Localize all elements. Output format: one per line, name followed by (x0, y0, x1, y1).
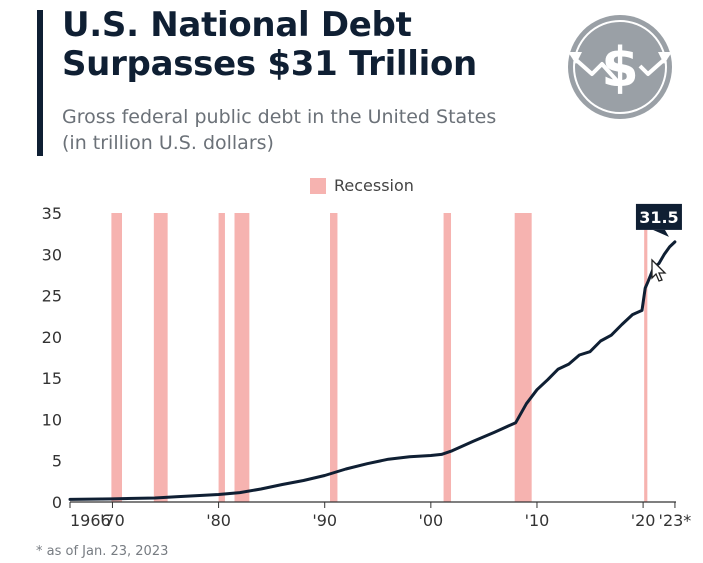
y-tick-label: 10 (42, 410, 62, 429)
latest-value-label: 31.5 (639, 208, 678, 227)
svg-text:$: $ (601, 36, 639, 99)
y-tick-label: 30 (42, 245, 62, 264)
dollar-arrows-icon: $ (568, 15, 672, 119)
latest-value-annotation: 31.5 (635, 203, 682, 237)
recession-band-7 (514, 213, 532, 502)
y-tick-label: 35 (42, 204, 62, 223)
latest-value-box (635, 203, 682, 230)
subtitle-line-2: (in trillion U.S. dollars) (62, 132, 274, 154)
recession-band-1 (111, 213, 123, 502)
x-axis-ticks: 1966'70 '80 '90 '00 '10 '20'23* (69, 502, 692, 530)
y-axis-ticks: 0 5 10 15 20 25 30 35 (42, 204, 62, 512)
legend-recession-swatch (310, 178, 326, 194)
recession-band-2 (153, 213, 168, 502)
x-tick-label: 1966 (70, 511, 111, 530)
recession-band-4 (234, 213, 250, 502)
chart-subtitle: Gross federal public debt in the United … (62, 104, 496, 156)
x-tick-label: '90 (312, 511, 337, 530)
recession-band-3 (218, 213, 225, 502)
mouse-cursor-icon (651, 258, 667, 282)
recession-band-6 (443, 213, 452, 502)
footnote: * as of Jan. 23, 2023 (36, 544, 169, 559)
y-tick-label: 0 (52, 493, 62, 512)
title-accent-bar (37, 10, 43, 156)
page-title: U.S. National Debt Surpasses $31 Trillio… (62, 6, 477, 84)
y-tick-label: 15 (42, 369, 62, 388)
x-tick-label: '10 (525, 511, 550, 530)
x-tick-label: '00 (418, 511, 443, 530)
title-line-2: Surpasses $31 Trillion (62, 44, 477, 84)
recession-bands (111, 213, 648, 502)
subtitle-line-1: Gross federal public debt in the United … (62, 106, 497, 128)
recession-band-8 (644, 213, 648, 502)
chart-legend: Recession (310, 176, 414, 195)
legend-recession-label: Recession (334, 176, 414, 195)
title-line-1: U.S. National Debt (62, 5, 412, 45)
x-tick-label: '23* (659, 511, 692, 530)
recession-band-5 (330, 213, 338, 502)
y-tick-label: 5 (52, 452, 62, 471)
series-line (68, 240, 677, 501)
latest-value-pointer (652, 229, 669, 237)
debt-line-chart: Recession 0 5 10 15 20 25 30 35 1966'70 '80 '90 '0… (42, 176, 692, 530)
y-tick-label: 20 (42, 328, 62, 347)
x-tick-label: '80 (206, 511, 231, 530)
x-tick-label: '70 (100, 511, 125, 530)
y-tick-label: 25 (42, 287, 62, 306)
x-tick-label: '20 (631, 511, 656, 530)
